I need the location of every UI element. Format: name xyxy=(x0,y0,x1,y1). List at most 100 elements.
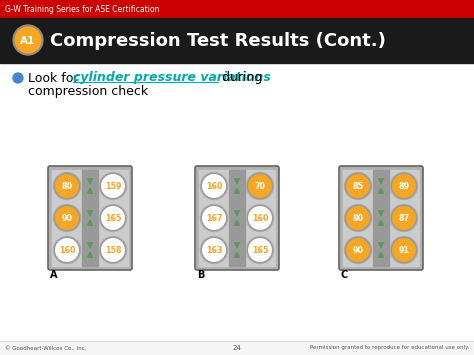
Text: Compression Test Results (Cont.): Compression Test Results (Cont.) xyxy=(50,32,386,50)
Circle shape xyxy=(100,236,127,263)
Text: Permission granted to reproduce for educational use only.: Permission granted to reproduce for educ… xyxy=(310,345,469,350)
Circle shape xyxy=(247,206,273,230)
Polygon shape xyxy=(235,211,239,215)
Circle shape xyxy=(247,174,273,198)
Text: 24: 24 xyxy=(233,345,241,351)
Text: compression check: compression check xyxy=(28,84,148,98)
Polygon shape xyxy=(235,252,239,257)
Bar xyxy=(389,170,419,266)
Polygon shape xyxy=(88,220,92,225)
Circle shape xyxy=(100,173,127,200)
Circle shape xyxy=(247,237,273,262)
Text: 165: 165 xyxy=(252,246,268,255)
Text: cylinder pressure variations: cylinder pressure variations xyxy=(73,71,271,84)
Text: 85: 85 xyxy=(353,182,364,191)
Bar xyxy=(0,0,474,18)
Circle shape xyxy=(246,204,273,231)
Circle shape xyxy=(346,174,371,198)
Polygon shape xyxy=(379,179,383,184)
Bar xyxy=(0,18,474,63)
Circle shape xyxy=(345,204,372,231)
Polygon shape xyxy=(235,220,239,225)
Polygon shape xyxy=(379,252,383,257)
Circle shape xyxy=(100,237,126,262)
Circle shape xyxy=(345,173,372,200)
Text: 90: 90 xyxy=(353,246,364,255)
Circle shape xyxy=(201,237,227,262)
FancyBboxPatch shape xyxy=(195,166,279,270)
Text: 159: 159 xyxy=(105,182,121,191)
Circle shape xyxy=(100,204,127,231)
Circle shape xyxy=(201,173,228,200)
Bar xyxy=(229,170,245,266)
Bar xyxy=(373,170,389,266)
Circle shape xyxy=(201,204,228,231)
Circle shape xyxy=(391,204,418,231)
Polygon shape xyxy=(235,243,239,247)
Bar xyxy=(343,170,373,266)
Circle shape xyxy=(55,237,80,262)
Text: 160: 160 xyxy=(206,182,222,191)
Circle shape xyxy=(392,174,417,198)
Circle shape xyxy=(54,173,81,200)
Text: 163: 163 xyxy=(206,246,222,255)
Text: 91: 91 xyxy=(399,246,410,255)
Bar xyxy=(245,170,275,266)
Circle shape xyxy=(246,173,273,200)
Circle shape xyxy=(346,206,371,230)
Circle shape xyxy=(346,237,371,262)
Text: A: A xyxy=(50,270,57,280)
Text: 167: 167 xyxy=(206,214,222,223)
Polygon shape xyxy=(88,252,92,257)
Text: 70: 70 xyxy=(255,182,265,191)
Circle shape xyxy=(392,206,417,230)
Polygon shape xyxy=(88,243,92,247)
FancyBboxPatch shape xyxy=(339,166,423,270)
Circle shape xyxy=(100,206,126,230)
Bar xyxy=(199,170,229,266)
Text: 158: 158 xyxy=(105,246,121,255)
Circle shape xyxy=(391,173,418,200)
Text: G-W Training Series for ASE Certification: G-W Training Series for ASE Certificatio… xyxy=(5,5,159,13)
Text: Look for: Look for xyxy=(28,71,82,84)
Polygon shape xyxy=(379,220,383,225)
Circle shape xyxy=(392,237,417,262)
Polygon shape xyxy=(379,243,383,247)
Text: 80: 80 xyxy=(62,182,73,191)
Text: 90: 90 xyxy=(62,214,73,223)
Text: 87: 87 xyxy=(399,214,410,223)
Polygon shape xyxy=(235,179,239,184)
Bar xyxy=(82,170,98,266)
Polygon shape xyxy=(379,211,383,215)
Circle shape xyxy=(201,174,227,198)
Text: 165: 165 xyxy=(105,214,121,223)
Polygon shape xyxy=(88,189,92,193)
Bar xyxy=(98,170,128,266)
Circle shape xyxy=(54,204,81,231)
Text: 160: 160 xyxy=(59,246,75,255)
Bar xyxy=(52,170,82,266)
Polygon shape xyxy=(235,189,239,193)
Circle shape xyxy=(55,174,80,198)
Text: A1: A1 xyxy=(20,36,36,45)
Circle shape xyxy=(13,25,43,55)
FancyBboxPatch shape xyxy=(48,166,132,270)
Circle shape xyxy=(201,206,227,230)
Polygon shape xyxy=(379,189,383,193)
Circle shape xyxy=(246,236,273,263)
Text: B: B xyxy=(197,270,204,280)
Text: during: during xyxy=(218,71,262,84)
Text: © Goodheart-Willcox Co., Inc.: © Goodheart-Willcox Co., Inc. xyxy=(5,345,86,350)
Circle shape xyxy=(15,27,41,53)
Circle shape xyxy=(345,236,372,263)
Polygon shape xyxy=(88,211,92,215)
Text: 89: 89 xyxy=(399,182,410,191)
Text: 160: 160 xyxy=(252,214,268,223)
Circle shape xyxy=(55,206,80,230)
Bar xyxy=(0,341,474,355)
Circle shape xyxy=(201,236,228,263)
Text: 80: 80 xyxy=(353,214,364,223)
Polygon shape xyxy=(88,179,92,184)
Circle shape xyxy=(391,236,418,263)
Text: C: C xyxy=(341,270,348,280)
